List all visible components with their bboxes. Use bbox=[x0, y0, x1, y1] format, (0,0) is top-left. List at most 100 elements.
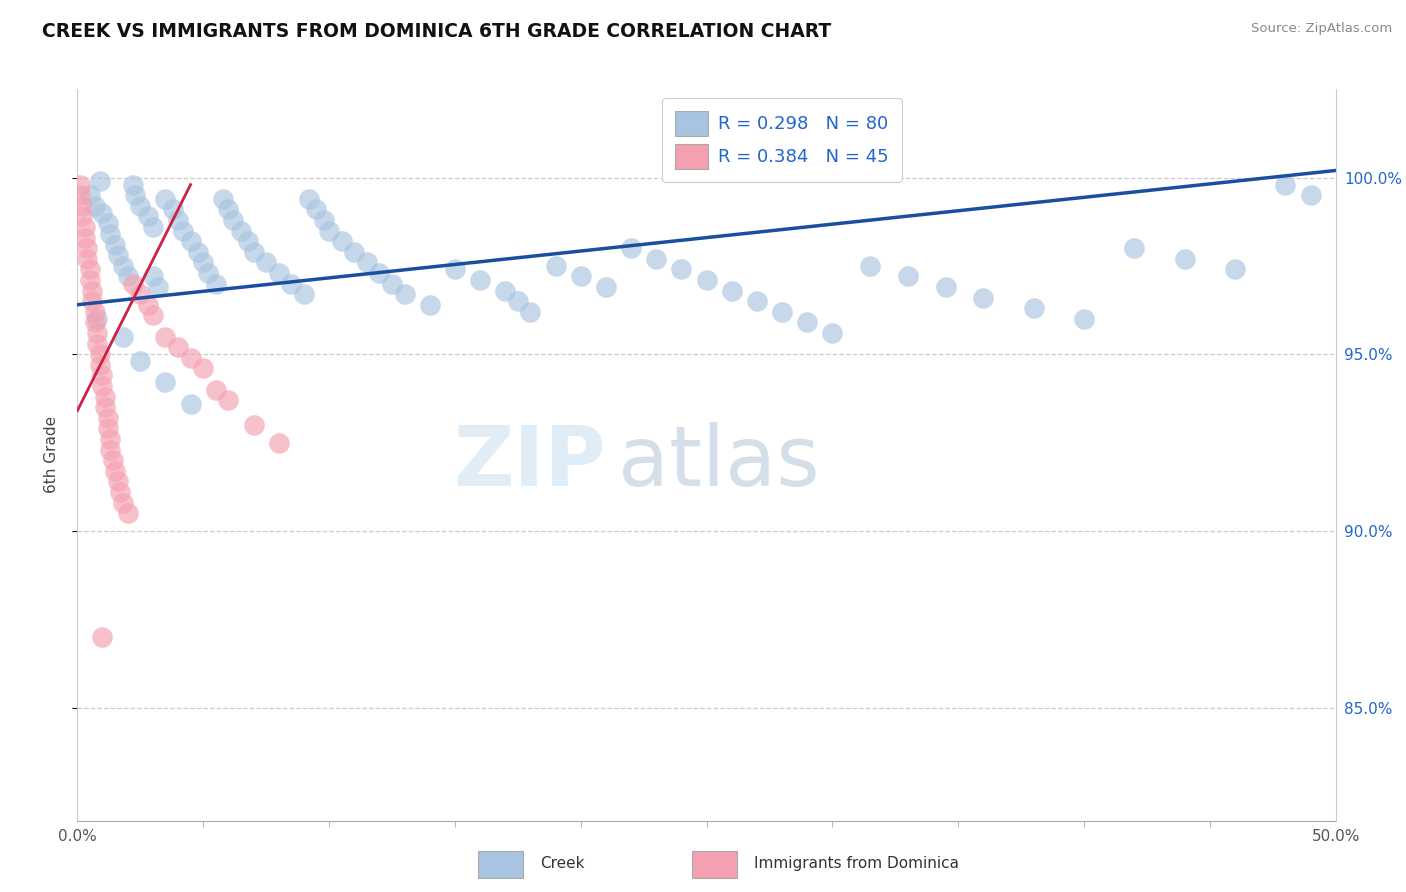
Legend: R = 0.298   N = 80, R = 0.384   N = 45: R = 0.298 N = 80, R = 0.384 N = 45 bbox=[662, 98, 901, 182]
Text: Immigrants from Dominica: Immigrants from Dominica bbox=[754, 855, 959, 871]
Point bbox=[108, 485, 131, 500]
Point bbox=[1073, 311, 1095, 326]
Point bbox=[356, 255, 378, 269]
Point bbox=[330, 234, 353, 248]
Point bbox=[305, 202, 328, 217]
Point bbox=[318, 223, 340, 237]
Point bbox=[821, 326, 844, 340]
Point bbox=[217, 393, 239, 408]
Point bbox=[720, 284, 742, 298]
Point bbox=[569, 269, 592, 284]
Point bbox=[191, 255, 215, 269]
Point bbox=[98, 227, 121, 241]
Point bbox=[111, 329, 134, 343]
Point bbox=[72, 210, 94, 224]
Point bbox=[121, 178, 143, 192]
Point bbox=[217, 202, 239, 217]
Point bbox=[419, 298, 441, 312]
Point bbox=[238, 234, 260, 248]
FancyBboxPatch shape bbox=[478, 851, 523, 878]
Point bbox=[204, 277, 226, 291]
Point bbox=[312, 213, 335, 227]
Point bbox=[745, 294, 768, 309]
Point bbox=[129, 287, 152, 301]
Point bbox=[204, 383, 226, 397]
Text: Source: ZipAtlas.com: Source: ZipAtlas.com bbox=[1251, 22, 1392, 36]
Point bbox=[155, 192, 177, 206]
Point bbox=[79, 188, 101, 202]
Point bbox=[142, 269, 165, 284]
Point bbox=[73, 230, 96, 244]
Point bbox=[229, 223, 252, 237]
Point bbox=[162, 202, 184, 217]
Point bbox=[595, 280, 617, 294]
Point bbox=[79, 262, 101, 277]
FancyBboxPatch shape bbox=[692, 851, 737, 878]
Point bbox=[222, 213, 245, 227]
Y-axis label: 6th Grade: 6th Grade bbox=[44, 417, 59, 493]
Point bbox=[267, 266, 290, 280]
Point bbox=[394, 287, 416, 301]
Point bbox=[129, 199, 152, 213]
Point bbox=[191, 361, 215, 376]
Point bbox=[1174, 252, 1197, 266]
Point bbox=[167, 340, 190, 354]
Point bbox=[84, 305, 107, 319]
Point bbox=[86, 326, 108, 340]
Point bbox=[1274, 178, 1296, 192]
Point bbox=[107, 248, 129, 262]
Point bbox=[212, 192, 235, 206]
Point bbox=[167, 213, 190, 227]
Point bbox=[111, 259, 134, 273]
Point bbox=[129, 354, 152, 368]
Point bbox=[180, 397, 202, 411]
Point bbox=[381, 277, 404, 291]
Point bbox=[124, 188, 146, 202]
Point bbox=[1223, 262, 1246, 277]
Point bbox=[180, 234, 202, 248]
Point bbox=[79, 273, 101, 287]
Point bbox=[696, 273, 718, 287]
Point bbox=[98, 442, 121, 457]
Text: Creek: Creek bbox=[540, 855, 585, 871]
Point bbox=[897, 269, 920, 284]
Point bbox=[73, 219, 96, 234]
Point bbox=[96, 410, 118, 425]
Point bbox=[187, 244, 209, 259]
Point bbox=[89, 347, 111, 361]
Point bbox=[859, 259, 882, 273]
Point bbox=[117, 269, 139, 284]
Point bbox=[671, 262, 693, 277]
Point bbox=[82, 284, 104, 298]
Point bbox=[298, 192, 321, 206]
Point bbox=[242, 244, 264, 259]
Text: ZIP: ZIP bbox=[453, 422, 606, 503]
Point bbox=[1022, 301, 1045, 316]
Point bbox=[444, 262, 467, 277]
Point bbox=[468, 273, 491, 287]
Point bbox=[86, 336, 108, 351]
Point bbox=[155, 376, 177, 390]
Point bbox=[242, 417, 264, 432]
Point bbox=[544, 259, 567, 273]
Point bbox=[1299, 188, 1322, 202]
Point bbox=[142, 219, 165, 234]
Point bbox=[98, 432, 121, 446]
Point bbox=[1123, 241, 1146, 255]
Point bbox=[180, 351, 202, 365]
Point bbox=[121, 277, 143, 291]
Point bbox=[89, 358, 111, 372]
Point bbox=[770, 305, 793, 319]
Point bbox=[620, 241, 643, 255]
Point bbox=[506, 294, 529, 309]
Text: atlas: atlas bbox=[619, 422, 820, 503]
Point bbox=[280, 277, 302, 291]
Point bbox=[104, 237, 127, 252]
Point bbox=[72, 199, 94, 213]
Point bbox=[117, 506, 139, 520]
Point bbox=[69, 188, 91, 202]
Point bbox=[146, 280, 169, 294]
Point bbox=[368, 266, 391, 280]
Point bbox=[645, 252, 668, 266]
Point bbox=[91, 630, 114, 644]
